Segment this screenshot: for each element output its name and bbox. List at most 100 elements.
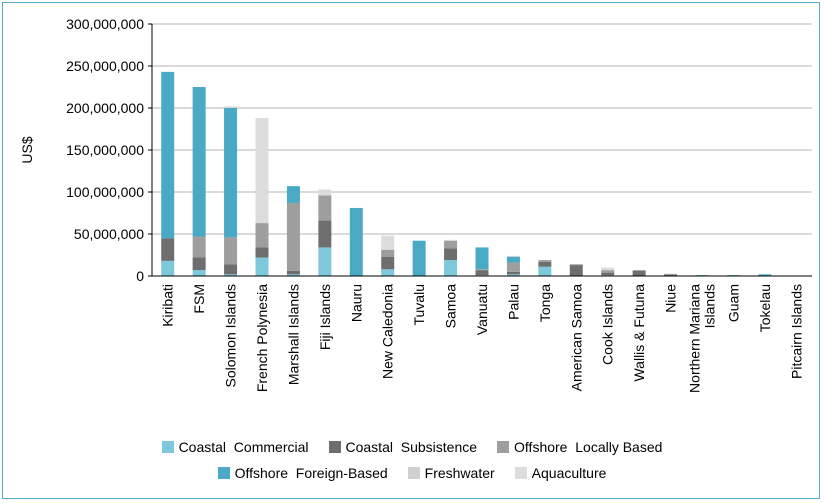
legend-swatch [497,441,510,453]
y-axis-label: US$ [19,136,35,163]
bars [161,71,772,276]
y-tick-label: 50,000,000 [74,226,144,242]
bar-segment [444,260,458,276]
bar-segment [475,247,489,270]
bar-segment [632,270,646,276]
bar-segment [255,257,269,276]
bar-segment [506,274,520,276]
bar-segment [569,264,583,266]
bar-segment [349,207,363,276]
bar-segment [601,270,615,273]
legend: Coastal Commercial Coastal Subsistence Off… [0,434,824,486]
bar-segment [569,265,583,276]
bar-segment [161,260,175,276]
x-tick-label: Niue [663,284,679,313]
bar-segment [601,267,615,271]
bar-segment [632,270,646,271]
bar-segment [161,71,175,239]
bar-segment [224,106,238,108]
legend-swatch [514,467,527,479]
bar-segment [506,255,520,257]
y-tick-label: 0 [136,268,144,284]
x-tick-label: FSM [191,284,207,314]
bar-segment [192,270,206,276]
legend-row: Coastal Commercial Coastal Subsistence Off… [0,434,824,460]
bar-segment [255,223,269,248]
legend-label: Coastal Subsistence [345,439,478,455]
x-tick-label: Pitcairn Islands [788,284,804,379]
grid-lines [152,23,812,235]
bar-segment [664,274,678,276]
bar-segment [161,238,175,261]
bar-segment [224,264,238,275]
y-tick-label: 200,000,000 [66,100,144,116]
x-tick-label: Guam [725,284,741,322]
x-tick-label: Kiribati [160,284,176,327]
x-tick-label: Samoa [443,284,459,329]
legend-item: Offshore Locally Based [497,439,662,455]
bar-segment [444,240,458,249]
bar-segment [538,260,552,262]
y-tick-label: 300,000,000 [66,16,144,32]
bar-segment [381,249,395,250]
bar-segment [381,235,395,250]
legend-label: Coastal Commercial [178,439,309,455]
x-tick-label: French Polynesia [254,284,270,392]
legend-label: Offshore Locally Based [514,439,663,455]
bar-segment [506,256,520,263]
bar-segment [286,274,300,276]
bar-segment [192,257,206,271]
bar-segment [412,240,426,276]
legend-item: Aquaculture [514,465,607,481]
x-tick-label: Northern Mariana [687,284,703,393]
y-tick-labels: 0 50,000,000 100,000,000 150,000,000 200,000… [66,16,144,284]
bar-segment [286,270,300,275]
bar-segment [475,269,489,271]
x-tick-label: Tonga [537,284,553,322]
bar-segment [286,186,300,203]
x-tick-label: Wallis & Futuna [631,284,647,382]
legend-row: Offshore Foreign-Based Freshwater Aquacult… [0,460,824,486]
x-tick-label: Vanuatu [474,284,490,335]
x-tick-label: Nauru [348,284,364,322]
y-tick-label: 250,000,000 [66,58,144,74]
legend-item: Freshwater [407,465,495,481]
bar-segment [286,202,300,271]
bar-segment [318,220,332,248]
x-tick-label: Islands [702,284,718,328]
x-tick-label: Tokelau [757,284,773,332]
legend-swatch [217,467,230,479]
legend-label: Offshore Foreign-Based [234,465,388,481]
bar-segment [224,108,238,238]
bar-segment [224,237,238,265]
y-tick-label: 100,000,000 [66,184,144,200]
legend-item: Offshore Foreign-Based [217,465,388,481]
bar-segment [381,256,395,270]
bar-segment [318,247,332,276]
bar-segment [506,262,520,272]
legend-label: Aquaculture [531,465,607,481]
x-tick-label: Solomon Islands [223,284,239,388]
bar-segment [444,248,458,261]
bar-segment [444,239,458,241]
bar-segment [192,87,206,237]
x-tick-label: Fiji Islands [317,284,333,350]
bar-segment [538,261,552,267]
y-tick-label: 150,000,000 [66,142,144,158]
bar-segment [318,189,332,196]
bar-segment [255,247,269,258]
x-tick-label: American Samoa [568,284,584,392]
bar-segment [192,236,206,258]
legend-item: Coastal Subsistence [328,439,478,455]
x-tick-labels: Kiribati FSM Solomon Islands French Polynes… [160,284,805,393]
bar-segment [255,118,269,224]
bar-segment [758,274,772,276]
bar-segment [318,195,332,221]
x-tick-label: Tuvalu [411,284,427,326]
x-tick-label: Marshall Islands [285,284,301,385]
bar-segment [381,269,395,276]
bar-segment [538,266,552,276]
x-tick-label: New Caledonia [380,284,396,379]
